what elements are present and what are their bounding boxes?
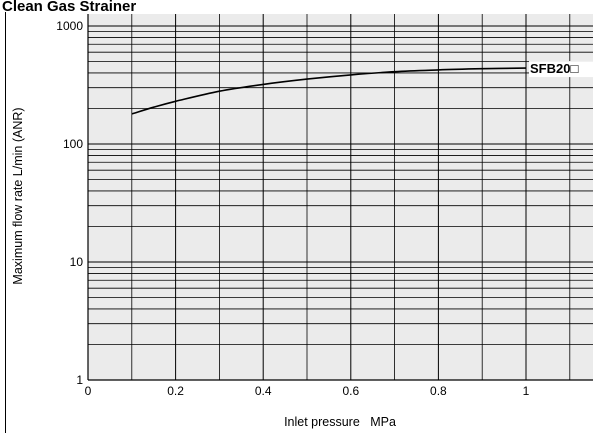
y-tick-label: 1000 <box>56 19 83 33</box>
y-tick-label: 100 <box>63 137 83 151</box>
x-tick-labels: 0 0.2 0.4 0.6 0.8 1 <box>85 384 530 398</box>
x-tick-label: 0.2 <box>167 384 184 398</box>
series-label: SFB20□ <box>530 61 578 76</box>
x-tick-label: 0.8 <box>430 384 447 398</box>
x-tick-label: 0.6 <box>342 384 359 398</box>
x-grid <box>131 14 571 380</box>
y-tick-labels: 1 10 100 1000 <box>56 19 83 387</box>
y-grid <box>88 25 593 381</box>
chart-title: Clean Gas Strainer <box>2 0 136 15</box>
y-tick-label: 10 <box>70 255 84 269</box>
series-label-background <box>529 61 593 78</box>
x-tick-label: 0.4 <box>255 384 272 398</box>
series-line <box>131 67 527 115</box>
series-labels: SFB20□ <box>529 61 593 78</box>
x-tick-label: 1 <box>523 384 530 398</box>
series-layer <box>131 67 527 115</box>
y-tick-label: 1 <box>76 373 83 387</box>
x-tick-label: 0 <box>85 384 92 398</box>
y-axis-title: Maximum flow rate L/min (ANR) <box>11 107 25 284</box>
x-axis-title: Inlet pressure MPa <box>284 415 396 429</box>
